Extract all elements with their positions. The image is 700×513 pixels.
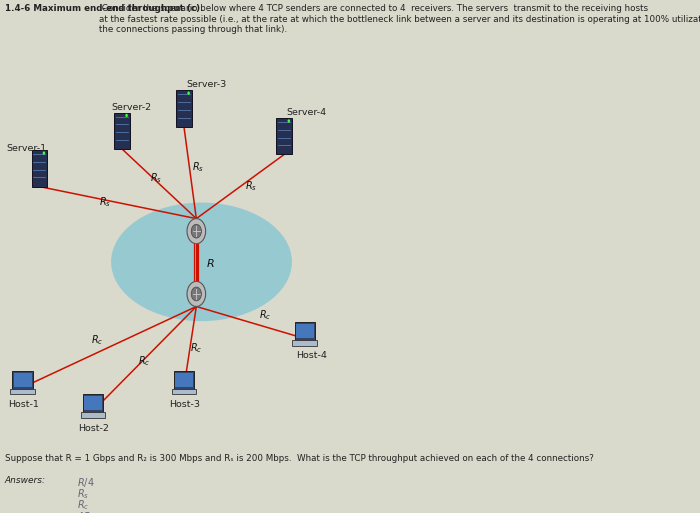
Text: Host-1: Host-1 <box>8 400 39 409</box>
Circle shape <box>191 287 202 301</box>
FancyBboxPatch shape <box>14 373 32 387</box>
Text: Server-3: Server-3 <box>186 80 226 89</box>
FancyBboxPatch shape <box>83 394 104 412</box>
Text: Consider the scenario below where 4 TCP senders are connected to 4  receivers. T: Consider the scenario below where 4 TCP … <box>99 4 700 34</box>
Text: $R_c$: $R_c$ <box>91 333 104 347</box>
Circle shape <box>125 114 128 117</box>
Text: $R_c$: $R_c$ <box>77 499 90 512</box>
FancyBboxPatch shape <box>176 90 192 127</box>
Text: Server-1: Server-1 <box>6 144 46 153</box>
Text: $R_s$: $R_s$ <box>244 180 257 193</box>
Text: $R_s$: $R_s$ <box>150 171 162 185</box>
FancyBboxPatch shape <box>32 150 47 187</box>
Text: $R_s$: $R_s$ <box>193 160 204 174</box>
Text: $R_c$: $R_c$ <box>139 354 151 368</box>
Circle shape <box>187 219 206 244</box>
Text: $R_c$: $R_c$ <box>190 342 202 355</box>
Text: $R_s$: $R_s$ <box>99 195 111 209</box>
Circle shape <box>191 224 202 238</box>
FancyBboxPatch shape <box>276 118 292 154</box>
FancyBboxPatch shape <box>295 322 315 340</box>
Text: Answers:: Answers: <box>5 476 46 485</box>
Ellipse shape <box>111 203 292 321</box>
Circle shape <box>43 151 46 155</box>
Text: $R/4$: $R/4$ <box>77 476 94 489</box>
FancyBboxPatch shape <box>13 371 33 389</box>
FancyBboxPatch shape <box>296 324 314 338</box>
Circle shape <box>187 282 206 306</box>
FancyBboxPatch shape <box>10 389 35 394</box>
Text: Host-3: Host-3 <box>169 400 200 409</box>
Circle shape <box>188 91 190 95</box>
Text: Server-4: Server-4 <box>286 108 326 117</box>
Text: Host-2: Host-2 <box>78 424 109 432</box>
FancyBboxPatch shape <box>84 397 102 410</box>
FancyBboxPatch shape <box>174 371 195 389</box>
FancyBboxPatch shape <box>114 113 130 149</box>
Circle shape <box>288 120 290 123</box>
FancyBboxPatch shape <box>175 373 192 387</box>
Text: $4R$: $4R$ <box>77 510 91 513</box>
Text: $R$: $R$ <box>206 256 215 268</box>
Text: 1.4-6 Maximum end-end throughput (c).: 1.4-6 Maximum end-end throughput (c). <box>5 4 204 13</box>
FancyBboxPatch shape <box>293 340 317 346</box>
FancyBboxPatch shape <box>80 412 106 418</box>
Text: $R_c$: $R_c$ <box>259 309 271 323</box>
Text: Host-4: Host-4 <box>297 351 328 360</box>
Text: $R_s$: $R_s$ <box>77 487 89 501</box>
Text: Server-2: Server-2 <box>111 103 152 111</box>
FancyBboxPatch shape <box>172 389 196 394</box>
Text: Suppose that R = 1 Gbps and R₂ is 300 Mbps and Rₛ is 200 Mbps.  What is the TCP : Suppose that R = 1 Gbps and R₂ is 300 Mb… <box>5 454 594 463</box>
